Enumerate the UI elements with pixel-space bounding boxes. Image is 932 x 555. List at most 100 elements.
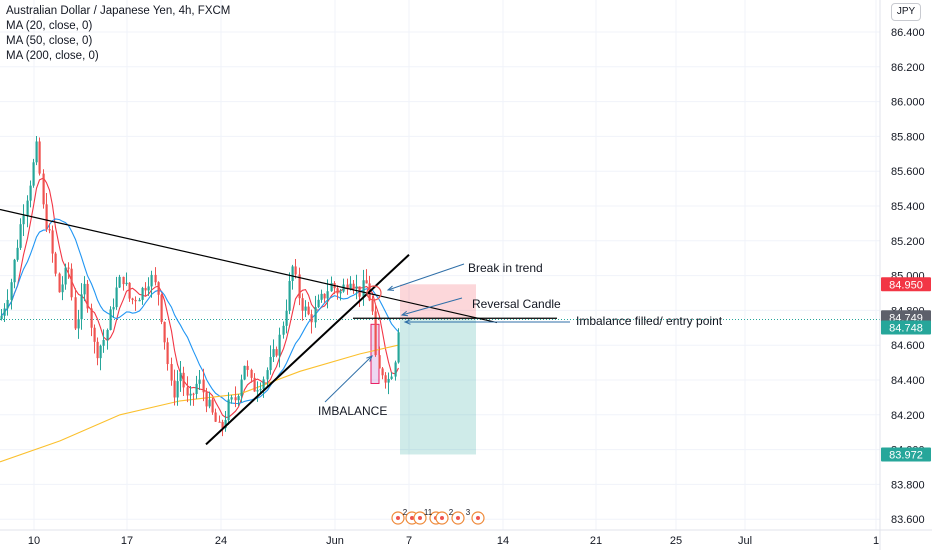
candle-body [224,420,227,429]
candle-body [301,298,304,311]
candle-body [362,280,365,297]
annotation-label[interactable]: Reversal Candle [472,297,561,311]
x-tick-label: 7 [406,535,412,547]
arrow-reversal-candle[interactable] [401,297,463,316]
candle-body [371,300,374,312]
annotation-label[interactable]: Break in trend [468,261,543,275]
candle-body [144,287,147,291]
event-count: 2 [403,508,408,517]
annotation-label[interactable]: Imbalance filled/ entry point [576,314,723,328]
candle-body [35,141,38,163]
arrow-entry-point-head [403,319,411,325]
y-tick-label: 84.600 [891,340,925,352]
candle-body [141,287,144,300]
candle-body [182,372,185,388]
candle-body [259,388,262,391]
take-profit-zone[interactable] [400,319,476,455]
x-tick-label: Jul [738,535,752,547]
candle-body [230,397,233,400]
currency-button[interactable]: JPY [891,3,921,21]
annotation-label[interactable]: IMBALANCE [318,404,387,418]
candle-body [211,399,214,413]
price-label[interactable]: 84.748 [881,320,931,335]
y-tick-label: 86.400 [891,27,925,39]
ma200-legend[interactable]: MA (200, close, 0) [6,50,99,62]
candle-body [240,379,243,397]
candle-body [163,321,166,343]
x-tick-label: 24 [215,535,227,547]
candle-body [298,274,301,299]
candle-body [266,370,269,380]
price-label[interactable]: 84.950 [881,277,931,292]
y-tick-label: 85.400 [891,201,925,213]
x-tick-label: 10 [28,535,40,547]
candle-body [122,276,125,285]
arrow-break-trend[interactable] [387,263,465,291]
arrow-break-trend-head [386,285,395,291]
x-tick-label: 14 [497,535,509,547]
price-label-bg [881,320,931,335]
candle-body [10,282,13,300]
candle-body [138,299,141,302]
ma20-legend[interactable]: MA (20, close, 0) [6,20,93,32]
event-dot [418,516,422,520]
symbol-title[interactable]: Australian Dollar / Japanese Yen, 4h, FX… [6,5,231,17]
candle-body [275,349,278,356]
candle-body [246,365,249,370]
event-count: 11 [424,508,433,517]
candle-body [115,287,118,308]
candle-body [112,307,115,310]
candle-body [166,342,169,365]
candle-body [346,284,349,290]
x-tick-label: Jun [326,535,344,547]
candle-body [125,282,128,285]
candle-body [22,215,25,225]
candle-body [218,421,221,423]
candle-body [118,276,121,288]
event-dot [440,516,444,520]
candle-body [394,362,397,377]
candle-body [192,393,195,395]
descending-trendline[interactable] [0,208,498,324]
candle-body [205,392,208,407]
candle-body [250,369,253,378]
event-count: 2 [449,508,454,517]
candle-body [99,345,102,359]
candle-body [234,397,237,401]
candle-body [304,306,307,311]
stop-loss-zone[interactable] [400,284,476,320]
ma50-legend[interactable]: MA (50, close, 0) [6,35,93,47]
price-label[interactable]: 83.972 [881,447,931,462]
y-tick-label: 84.400 [891,375,925,387]
candle-body [157,282,160,295]
candle-body [48,229,51,231]
candle-body [45,204,48,230]
candle-body [390,376,393,379]
x-tick-label: 17 [121,535,133,547]
y-tick-label: 85.200 [891,236,925,248]
arrow-imbalance[interactable] [324,355,373,403]
candle-body [381,368,384,376]
candle-body [29,185,32,201]
event-dot [476,516,480,520]
candle-body [173,380,176,398]
candle-body [109,309,112,331]
event-dot [410,516,414,520]
candle-body [272,349,275,357]
candle-body [384,375,387,383]
candle-body [291,266,294,281]
break-circle[interactable] [366,285,382,301]
candle-body [179,372,182,382]
y-tick-label: 83.600 [891,514,925,526]
indicator-legend: Australian Dollar / Japanese Yen, 4h, FX… [6,4,230,64]
price-label-text: 83.972 [889,449,923,461]
event-dot [396,516,400,520]
candle-body [102,339,105,346]
candle-body [214,412,217,422]
candle-body [96,341,99,359]
candle-body [355,286,358,289]
candle-body [58,273,61,293]
candle-body [198,379,201,384]
